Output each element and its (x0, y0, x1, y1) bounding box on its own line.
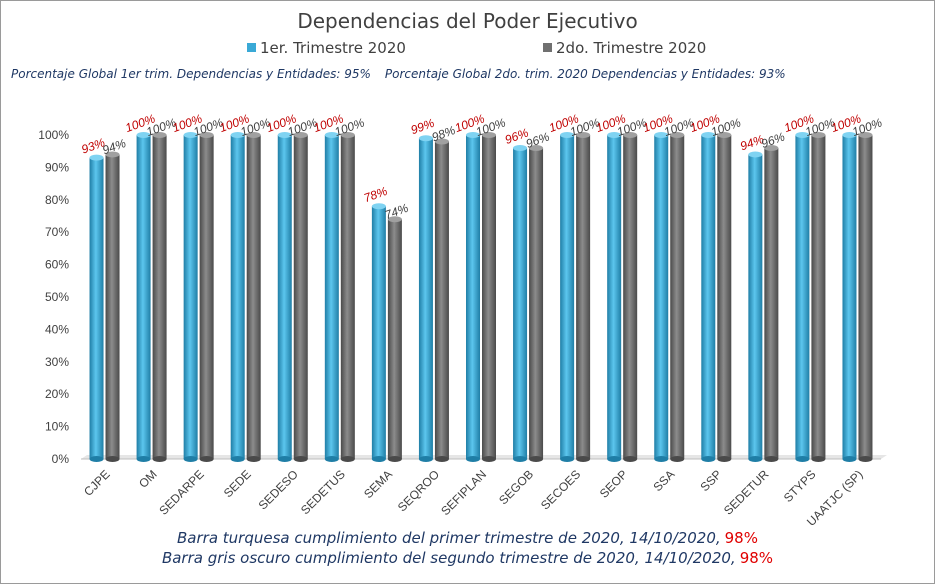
x-tick-label: CJPE (81, 467, 113, 499)
bar-q1-seop (607, 132, 622, 462)
x-tick-label: SEDESO (256, 467, 301, 512)
note-q1-text: Barra turquesa cumplimiento del primer t… (177, 529, 721, 547)
y-tick-label: 70% (45, 225, 69, 239)
bar-q1-sedetus (324, 132, 339, 462)
y-tick-label: 30% (45, 355, 69, 369)
bar-q2-seop (623, 132, 638, 462)
bar-q1-seqroo (418, 135, 433, 462)
bar-q1-sedarpe (183, 132, 198, 462)
bar-q1-sedeso (277, 132, 292, 462)
bar-q1-sedetur (748, 151, 763, 462)
y-tick-label: 60% (45, 258, 69, 272)
bar-q2-uaatjc-sp- (858, 132, 873, 462)
note-q2-text: Barra gris oscuro cumplimiento del segun… (161, 549, 736, 567)
bar-q2-secoes (576, 132, 591, 462)
bar-q2-ssp (717, 132, 732, 462)
global-percentages: Porcentaje Global 1er trim. Dependencias… (11, 67, 786, 81)
note-q2-value: 98% (739, 549, 774, 567)
bar-q2-sedetus (340, 132, 355, 462)
bar-q2-sefiplan (482, 132, 496, 462)
x-tick-label: SEGOB (496, 467, 536, 507)
note-q1-value: 98% (724, 529, 758, 547)
legend-item-q1: 1er. Trimestre 2020 (247, 39, 406, 57)
global-percentage-q2: Porcentaje Global 2do. trim. 2020 Depend… (384, 67, 786, 81)
bar-q1-segob (513, 144, 528, 462)
bar-q1-cjpe (89, 154, 104, 462)
x-tick-label: SEDE (221, 467, 254, 500)
bar-q2-styps (811, 132, 826, 462)
y-tick-label: 90% (45, 160, 69, 174)
bar-q1-sefiplan (466, 132, 480, 462)
bar-q2-sedarpe (199, 132, 214, 462)
x-tick-label: SEMA (361, 467, 395, 501)
bar-q2-sede (246, 132, 261, 462)
legend-swatch-q1 (247, 43, 256, 52)
data-label-q1: 78% (362, 184, 390, 205)
bar-q1-ssa (654, 132, 669, 462)
legend-label-q1: 1er. Trimestre 2020 (260, 39, 406, 57)
y-tick-label: 100% (38, 128, 69, 142)
x-tick-label: STYPS (781, 467, 819, 505)
x-tick-label: SEQROO (395, 467, 442, 514)
bar-q1-sede (230, 132, 245, 462)
x-tick-label: SSA (650, 467, 677, 494)
legend-item-q2: 2do. Trimestre 2020 (543, 39, 706, 57)
chart-title: Dependencias del Poder Ejecutivo (297, 9, 638, 33)
bar-q2-sedetur (764, 144, 779, 462)
bar-q2-cjpe (105, 151, 120, 462)
x-tick-label: SECOES (538, 467, 583, 512)
x-tick-label: OM (136, 467, 160, 491)
legend-label-q2: 2do. Trimestre 2020 (556, 39, 707, 57)
x-tick-label: SEDARPE (156, 467, 206, 517)
x-tick-label: SEDETUR (721, 467, 772, 518)
bar-q2-om (152, 132, 167, 462)
bar-q1-sema (371, 203, 386, 462)
x-tick-label: SEOP (597, 467, 630, 500)
bar-q1-styps (795, 132, 810, 462)
y-tick-label: 0% (52, 452, 70, 466)
x-tick-label: SEDETUS (298, 467, 348, 517)
x-tick-label: SEFIPLAN (438, 467, 489, 518)
note-q2: Barra gris oscuro cumplimiento del segun… (1, 549, 934, 567)
bar-q2-sedeso (293, 132, 308, 462)
bar-q1-om (136, 132, 151, 462)
bar-q2-ssa (670, 132, 685, 462)
bar-q2-seqroo (434, 138, 449, 462)
bar-q2-segob (529, 144, 544, 462)
global-percentage-q1: Porcentaje Global 1er trim. Dependencias… (11, 67, 371, 81)
y-tick-label: 10% (45, 420, 69, 434)
y-tick-label: 40% (45, 322, 69, 336)
bar-q2-sema (387, 216, 402, 462)
y-tick-label: 50% (45, 290, 69, 304)
bar-q1-secoes (560, 132, 575, 462)
note-q1: Barra turquesa cumplimiento del primer t… (1, 529, 934, 547)
bar-q1-ssp (701, 132, 716, 462)
bar-q1-uaatjc-sp- (842, 132, 857, 462)
x-tick-label: SSP (698, 467, 725, 494)
legend-swatch-q2 (543, 43, 552, 52)
y-tick-label: 80% (45, 193, 69, 207)
y-tick-label: 20% (45, 387, 69, 401)
